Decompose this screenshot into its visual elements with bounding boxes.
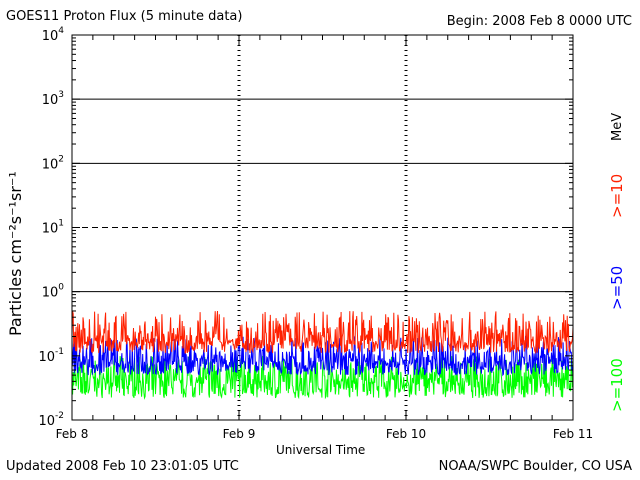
y-tick-label-1: 10-1: [38, 347, 64, 365]
begin-time: Begin: 2008 Feb 8 0000 UTC: [446, 14, 632, 29]
x-tick-label-1: Feb 9: [223, 427, 256, 441]
series-line-ge50: [71, 335, 574, 377]
series-line-ge100: [71, 355, 574, 400]
legend-item-ge100: >=100: [608, 358, 626, 412]
x-tick-label-2: Feb 10: [386, 427, 426, 441]
y-tick-label-6: 104: [42, 26, 65, 44]
x-tick-label-3: Feb 11: [553, 427, 593, 441]
x-axis-label: Universal Time: [276, 443, 366, 457]
y-tick-label-2: 100: [42, 283, 65, 301]
series-line-ge10: [71, 310, 574, 355]
y-axis-label: Particles cm⁻²s⁻¹sr⁻¹: [6, 171, 25, 336]
y-tick-label-4: 102: [42, 154, 64, 172]
credit: NOAA/SWPC Boulder, CO USA: [438, 459, 632, 474]
y-tick-label-3: 101: [42, 219, 64, 237]
legend-unit: MeV: [610, 112, 625, 141]
updated-time: Updated 2008 Feb 10 23:01:05 UTC: [6, 459, 239, 474]
series-layer: [71, 310, 574, 400]
y-tick-label-5: 103: [42, 90, 64, 108]
tick-label-layer: 10-2 10-1 100 101 102 103 104 Feb 8 Feb 9 Feb 10 F…: [38, 26, 593, 441]
chart-title: GOES11 Proton Flux (5 minute data): [6, 9, 243, 24]
y-tick-label-0: 10-2: [38, 411, 64, 429]
legend-item-ge50: >=50: [608, 265, 626, 310]
x-tick-label-0: Feb 8: [56, 427, 89, 441]
legend-item-ge10: >=10: [608, 173, 626, 218]
tick-layer: [71, 34, 574, 421]
